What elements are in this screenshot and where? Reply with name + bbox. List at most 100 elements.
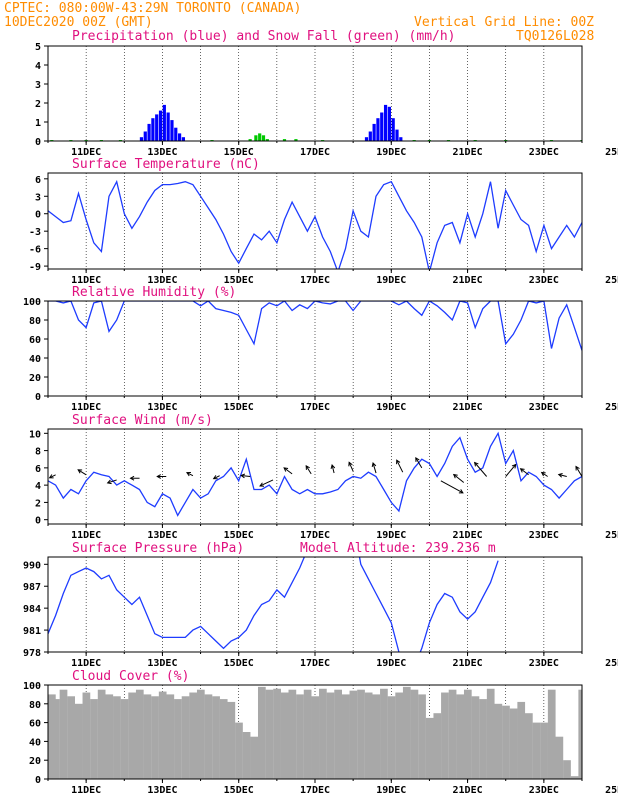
- cloud-bar: [463, 689, 472, 779]
- wind-xtick-label: 23DEC: [529, 530, 559, 541]
- precip-bar: [399, 137, 403, 141]
- precip-xtick-label: 21DEC: [453, 147, 483, 158]
- temp-xtick-label: 11DEC: [71, 275, 101, 286]
- precip-bar: [177, 133, 182, 141]
- precip-bar: [380, 112, 384, 141]
- cloud-bar: [418, 694, 426, 779]
- cloud-bar: [517, 701, 526, 779]
- precip-xtick-label: 17DEC: [300, 147, 330, 158]
- temp-panel: -9 -6 -3 0 3 6 11DEC 13DEC 15DEC 17DEC 19DEC 21DEC 2…: [29, 172, 618, 286]
- cloud-bar: [219, 699, 228, 779]
- wind-ytick-label: 2: [35, 498, 41, 509]
- wind-arrow: [240, 473, 251, 479]
- precip-plot-area: [50, 104, 582, 141]
- wind-title: Surface Wind (m/s): [72, 413, 213, 428]
- cloud-ytick-label: 20: [29, 756, 41, 767]
- cloud-bar: [90, 699, 98, 779]
- precip-bar: [170, 120, 174, 141]
- wind-ytick-label: 8: [35, 447, 41, 458]
- cloud-bar: [319, 688, 327, 779]
- cloud-bar: [265, 689, 274, 779]
- cloud-bar: [456, 694, 465, 779]
- precip-bar: [372, 123, 376, 141]
- wind-arrow: [106, 479, 117, 485]
- temp-xtick-label: 25DEC: [605, 275, 618, 286]
- rh-xtick-label: 19DEC: [376, 402, 406, 413]
- wind-arrow: [212, 475, 220, 480]
- cloud-bar: [334, 689, 342, 779]
- snow-bar: [258, 133, 262, 141]
- cloud-bar: [563, 760, 571, 779]
- precip-frame: [47, 45, 583, 142]
- temp-ytick-label: -9: [29, 262, 41, 273]
- rh-ytick-label: 100: [23, 297, 41, 308]
- temp-ytick-label: -3: [29, 227, 41, 238]
- precip-bar: [364, 137, 369, 141]
- temp-ytick-label: -6: [29, 245, 41, 256]
- cloud-ytick-label: 0: [35, 775, 41, 786]
- cloud-plot-area: [48, 686, 582, 779]
- header-grid-note: Vertical Grid Line: 00Z: [414, 15, 594, 30]
- precip-bar: [395, 129, 399, 141]
- cloud-bar: [509, 708, 518, 779]
- wind-ytick-label: 6: [35, 464, 41, 475]
- wind-panel: 0 2 4 6 8 10 11DEC 13DEC 15DEC 17DEC 19DEC 21DEC 23D…: [29, 428, 618, 541]
- cloud-bar: [524, 713, 533, 779]
- wind-arrow: [575, 465, 583, 477]
- pressure-ytick-label: 990: [23, 560, 41, 571]
- snow-bar: [248, 139, 252, 141]
- rh-ytick-label: 40: [29, 354, 41, 365]
- cloud-bar: [448, 689, 457, 779]
- wind-xtick-label: 11DEC: [71, 530, 101, 541]
- wind-arrow: [505, 463, 517, 477]
- temp-xtick-label: 21DEC: [453, 275, 483, 286]
- pressure-xtick-label: 17DEC: [300, 658, 330, 669]
- cloud-bar: [113, 696, 121, 779]
- precip-xtick-label: 11DEC: [71, 147, 101, 158]
- precip-bar: [391, 118, 395, 141]
- cloud-bar: [296, 694, 304, 779]
- pressure-xtick-label: 23DEC: [529, 658, 559, 669]
- precip-bar: [376, 118, 380, 141]
- model-altitude: Model Altitude: 239.236 m: [300, 541, 496, 556]
- wind-xtick-label: 21DEC: [453, 530, 483, 541]
- cloud-bar: [257, 686, 266, 779]
- wind-ytick-label: 10: [29, 429, 41, 440]
- rh-xtick-label: 23DEC: [529, 402, 559, 413]
- cloud-bar: [425, 717, 434, 779]
- wind-arrow: [557, 473, 567, 478]
- cloud-bar: [48, 694, 56, 779]
- snow-bar: [254, 135, 258, 141]
- cloud-ytick-label: 80: [29, 700, 41, 711]
- precip-bar: [155, 114, 159, 141]
- cloud-bar: [212, 696, 220, 779]
- cloud-bar: [288, 689, 297, 779]
- header-model-id: TQ0126L028: [516, 29, 594, 44]
- pressure-xtick-label: 15DEC: [224, 658, 254, 669]
- cloud-ytick-label: 100: [23, 681, 41, 692]
- precip-ytick-label: 3: [35, 80, 41, 91]
- precip-ytick-label: 4: [35, 61, 41, 72]
- header-location: CPTEC: 080:00W-43:29N TORONTO (CANADA): [4, 1, 301, 16]
- cloud-bar: [555, 736, 564, 779]
- wind-arrow: [283, 467, 293, 475]
- cloud-bar: [326, 692, 335, 779]
- cloud-bar: [105, 694, 114, 779]
- cloud-xtick-label: 13DEC: [147, 785, 177, 796]
- rh-xtick-label: 21DEC: [453, 402, 483, 413]
- rh-xtick-label: 15DEC: [224, 402, 254, 413]
- precip-ytick-label: 2: [35, 99, 41, 110]
- cloud-xtick-label: 23DEC: [529, 785, 559, 796]
- cloud-bar: [67, 696, 75, 779]
- precip-bar: [383, 104, 388, 141]
- precip-ytick-label: 0: [35, 137, 41, 148]
- rh-xtick-label: 13DEC: [147, 402, 177, 413]
- cloud-bar: [570, 776, 579, 779]
- cloud-bar: [181, 696, 190, 779]
- wind-arrow: [440, 480, 464, 494]
- precip-xtick-label: 19DEC: [376, 147, 406, 158]
- cloud-xtick-label: 21DEC: [453, 785, 483, 796]
- cloud-bar: [120, 699, 129, 779]
- precip-bar: [147, 123, 151, 141]
- cloud-bar: [74, 703, 83, 779]
